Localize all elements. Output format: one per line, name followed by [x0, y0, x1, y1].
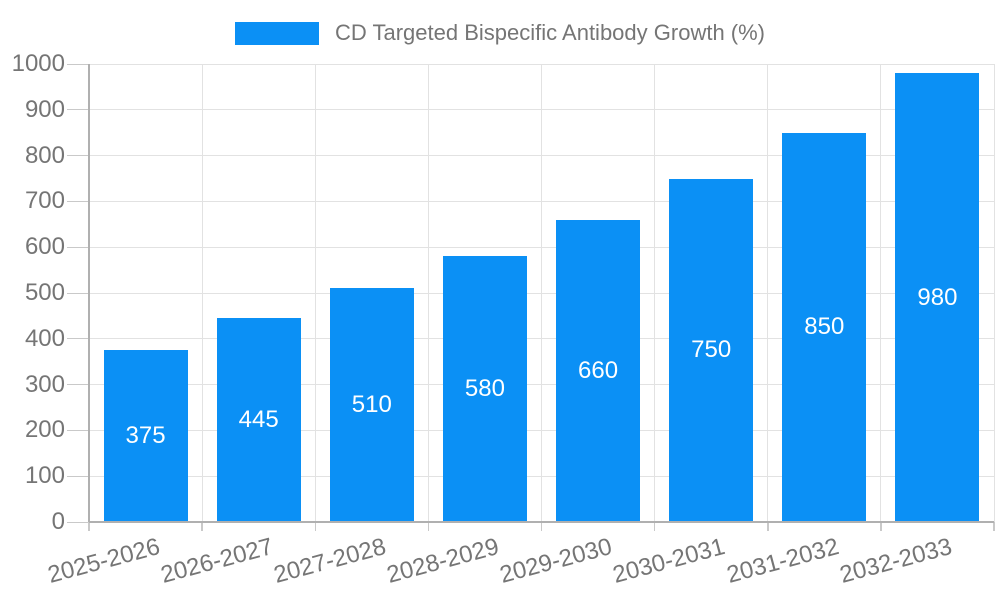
- bar-value-label: 375: [125, 422, 166, 450]
- y-axis-tick: [67, 200, 89, 202]
- gridline-vertical: [541, 64, 542, 522]
- y-axis-tick: [67, 475, 89, 477]
- x-axis-tick-label: 2029-2030: [497, 533, 616, 589]
- y-axis-tick-label: 100: [24, 462, 65, 490]
- bar-value-label: 660: [578, 356, 619, 384]
- x-axis-tick: [314, 522, 316, 531]
- bar: [216, 318, 301, 522]
- bar: [442, 256, 527, 522]
- y-axis-tick: [67, 384, 89, 386]
- x-axis-tick-label: 2030-2031: [610, 533, 729, 589]
- bar: [895, 73, 980, 522]
- x-axis-tick-label: 2026-2027: [157, 533, 276, 589]
- gridline-vertical: [427, 64, 429, 522]
- gridline-vertical: [654, 64, 656, 522]
- bar-value-label: 445: [238, 406, 279, 434]
- y-axis-tick-label: 0: [51, 508, 65, 535]
- bar: [556, 219, 641, 522]
- y-axis-tick-label: 300: [24, 370, 65, 398]
- x-axis-tick: [993, 522, 995, 531]
- y-axis-tick: [67, 246, 89, 248]
- x-axis-tick: [540, 522, 543, 531]
- gridline-vertical: [880, 64, 882, 522]
- y-axis-tick-label: 200: [24, 416, 65, 444]
- y-axis-tick: [67, 338, 89, 340]
- y-axis-tick: [67, 429, 89, 431]
- y-axis-tick-label: 800: [24, 141, 65, 169]
- y-axis-tick: [67, 521, 89, 523]
- y-axis-tick: [67, 63, 89, 65]
- legend-swatch: [235, 21, 319, 45]
- y-axis-tick-label: 1000: [11, 50, 65, 77]
- bar-value-label: 580: [464, 375, 505, 403]
- gridline-vertical: [314, 64, 316, 522]
- y-axis-tick: [67, 292, 89, 294]
- y-axis-line: [88, 64, 90, 522]
- bar-value-label: 980: [917, 283, 958, 311]
- bar: [669, 178, 754, 522]
- x-axis-tick-label: 2032-2033: [836, 533, 955, 589]
- gridline-vertical: [201, 64, 203, 522]
- legend-label: CD Targeted Bispecific Antibody Growth (…: [335, 20, 765, 45]
- x-axis-tick: [880, 522, 882, 531]
- x-axis-tick: [427, 522, 430, 531]
- y-axis-tick-label: 900: [24, 95, 65, 123]
- y-axis-tick: [67, 155, 89, 157]
- x-axis-tick: [653, 522, 656, 531]
- x-axis-line: [89, 521, 994, 523]
- y-axis-tick-label: 500: [24, 279, 65, 306]
- x-axis-tick: [201, 522, 203, 531]
- x-axis-tick: [88, 522, 90, 531]
- y-axis-tick-label: 400: [24, 324, 65, 352]
- gridline-vertical: [767, 64, 769, 522]
- bar-value-label: 510: [351, 391, 392, 419]
- y-axis-tick: [67, 109, 89, 111]
- bar: [103, 350, 188, 522]
- x-axis-tick-label: 2025-2026: [44, 533, 163, 589]
- y-axis-tick-label: 700: [24, 187, 65, 215]
- bar: [782, 132, 867, 522]
- x-axis-tick: [767, 522, 769, 531]
- gridline-vertical: [993, 64, 995, 522]
- chart-legend: CD Targeted Bispecific Antibody Growth (…: [0, 20, 1000, 46]
- x-axis-tick-label: 2028-2029: [384, 533, 502, 589]
- x-axis-tick-label: 2031-2032: [723, 533, 842, 589]
- bar-value-label: 850: [804, 313, 845, 341]
- bar: [329, 288, 414, 522]
- y-axis-tick-label: 600: [24, 233, 65, 261]
- x-axis-tick-label: 2027-2028: [270, 533, 389, 589]
- bar-value-label: 750: [691, 336, 732, 364]
